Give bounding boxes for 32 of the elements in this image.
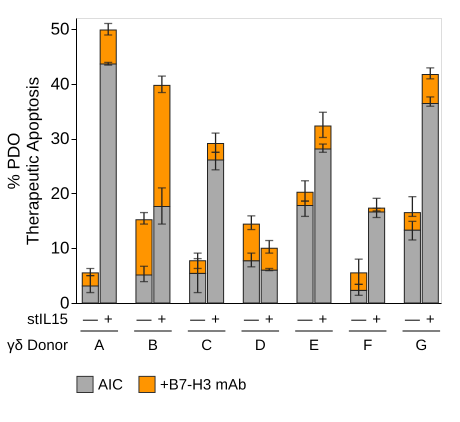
y-tick-label: 50 xyxy=(50,19,70,38)
text: A xyxy=(94,337,104,354)
y-axis-title: % PDO Therapeutic Apoptosis xyxy=(4,76,43,246)
text: stIL15 xyxy=(27,311,68,328)
text: B xyxy=(148,337,158,354)
x-tick-label: + xyxy=(264,311,274,328)
y-tick-label: 0 xyxy=(60,294,70,312)
x-tick-label: — xyxy=(298,311,313,328)
legend-label: AIC xyxy=(98,376,124,394)
x-tick-label: — xyxy=(190,311,206,328)
x-tick-label: — xyxy=(82,311,98,328)
x-tick-label: + xyxy=(426,311,435,328)
y-tick-label: 20 xyxy=(50,184,70,203)
y-tick-label: 40 xyxy=(50,74,70,94)
text: γδ Donor xyxy=(7,337,68,354)
x-tick-label: — xyxy=(244,311,259,328)
x-tick-label: + xyxy=(318,311,328,328)
x-tick-label: + xyxy=(104,311,113,328)
x-tick-label: — xyxy=(404,311,420,328)
y-tick-label: 10 xyxy=(50,238,70,258)
x-tick-label: + xyxy=(158,311,166,328)
x-tick-label: + xyxy=(211,311,220,328)
x-tick-label: + xyxy=(372,311,382,328)
text: D xyxy=(254,337,266,354)
x-tick-label: — xyxy=(351,311,366,328)
x-tick-label: — xyxy=(136,311,152,328)
text: G xyxy=(415,337,428,354)
text: E xyxy=(308,337,319,354)
legend-label: +B7-H3 mAb xyxy=(160,376,246,394)
text: F xyxy=(363,337,372,354)
text: C xyxy=(201,337,212,354)
y-tick-label: 30 xyxy=(50,129,70,148)
